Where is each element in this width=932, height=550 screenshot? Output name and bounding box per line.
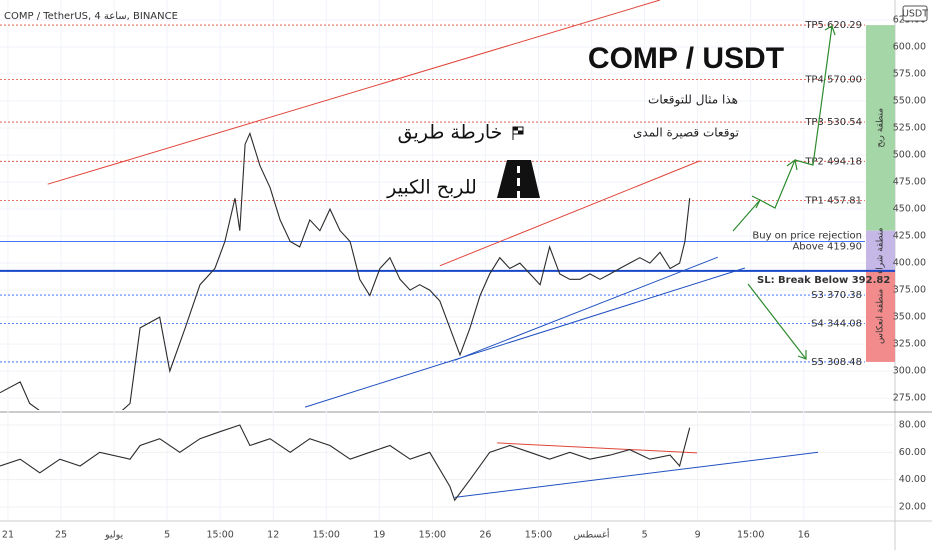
x-tick-label: 15:00 [419, 530, 446, 541]
level-label: TP5 620.29 [804, 20, 862, 31]
zone-label: منطقة انعكاس [876, 289, 886, 344]
level-label: TP1 457.81 [804, 196, 862, 207]
symbol-header: COMP / TetherUS, 4 ساعة, BINANCE [4, 11, 178, 22]
annotation: هذا مثال للتوقعات [648, 93, 738, 108]
level-label: Above 419.90 [792, 242, 862, 253]
trendline [304, 267, 746, 408]
y-tick-label: 500.00 [893, 150, 926, 161]
price-line [0, 131, 691, 410]
y-tick-label: 575.00 [893, 69, 926, 80]
y-tick-label: 80.00 [899, 419, 926, 430]
x-tick-label: 5 [642, 530, 648, 541]
y-tick-label: 300.00 [893, 366, 926, 377]
grid [0, 0, 895, 520]
y-tick-label: 40.00 [899, 474, 926, 485]
rsi-pane [0, 424, 819, 502]
y-tick-label: 350.00 [893, 312, 926, 323]
level-label: S3 370.38 [811, 290, 862, 301]
price-line [0, 424, 691, 502]
y-tick-label: 550.00 [893, 96, 926, 107]
x-tick-label: 5 [164, 530, 170, 541]
x-tick-label: يوليو [104, 530, 124, 541]
projection-arrows [732, 25, 836, 360]
x-tick-label: أغسطس [574, 528, 610, 541]
trendline [454, 451, 819, 498]
y-tick-label: 375.00 [893, 285, 926, 296]
y-tick-label: 475.00 [893, 177, 926, 188]
y-tick-label: 60.00 [899, 447, 926, 458]
trendline [497, 442, 698, 454]
level-label: TP4 570.00 [804, 74, 862, 85]
road-icon [497, 160, 540, 198]
zone [866, 25, 895, 231]
currency: USDT [902, 9, 928, 20]
level-label: S4 344.08 [811, 318, 862, 329]
x-tick-label: 15:00 [525, 530, 552, 541]
level-label: SL: Break Below 392.82 [757, 275, 890, 286]
annotation: خارطة طريق [398, 122, 503, 144]
y-tick-label: 400.00 [893, 258, 926, 269]
x-tick-label: 21 [2, 530, 14, 541]
y-tick-label: 425.00 [893, 231, 926, 242]
price-pane [0, 0, 746, 410]
x-tick-label: 15:00 [313, 530, 340, 541]
trendline [47, 0, 661, 185]
flag-icon [512, 126, 524, 140]
y-tick-label: 325.00 [893, 339, 926, 350]
trendline [439, 160, 700, 267]
y-tick-label: 600.00 [893, 41, 926, 52]
zone [866, 270, 895, 362]
y-tick-label: 450.00 [893, 204, 926, 215]
levels [0, 24, 895, 363]
level-label: S5 308.48 [811, 357, 862, 368]
level-label: TP2 494.18 [804, 156, 862, 167]
zone [866, 230, 895, 271]
x-tick-label: 12 [267, 530, 279, 541]
annotation: للربح الكبير [386, 177, 477, 199]
zone-label: منطقة ربح [876, 108, 886, 148]
y-tick-label: 525.00 [893, 123, 926, 134]
y-tick-label: 275.00 [893, 393, 926, 404]
chart-title: COMP / USDT [588, 42, 784, 75]
x-tick-label: 15:00 [206, 530, 233, 541]
x-tick-label: 16 [798, 530, 810, 541]
x-tick-label: 26 [479, 530, 491, 541]
annotation: توقعات قصيرة المدى [633, 126, 739, 141]
x-tick-label: 15:00 [737, 530, 764, 541]
level-label: TP3 530.54 [804, 117, 862, 128]
labels: 275.00 300.00 325.00 350.00 375.00 400.00 425.… [2, 14, 926, 540]
trendline [454, 256, 718, 361]
currency-box [902, 5, 928, 22]
zone-label: منطقة شراء [876, 227, 886, 274]
x-tick-label: 25 [55, 530, 67, 541]
level-note: Buy on price rejection [752, 231, 862, 242]
x-tick-label: 9 [695, 530, 701, 541]
y-tick-label: 20.00 [899, 502, 926, 513]
x-tick-label: 19 [373, 530, 385, 541]
zones [866, 25, 895, 362]
